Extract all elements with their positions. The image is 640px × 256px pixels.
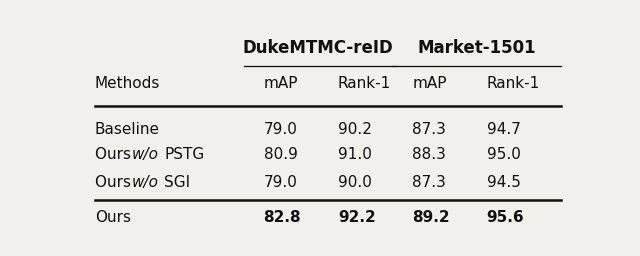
Text: 87.3: 87.3 — [412, 175, 446, 190]
Text: 79.0: 79.0 — [264, 175, 298, 190]
Text: 90.2: 90.2 — [338, 122, 372, 137]
Text: Ours: Ours — [95, 210, 131, 226]
Text: Ours: Ours — [95, 147, 136, 162]
Text: 94.5: 94.5 — [486, 175, 520, 190]
Text: DukeMTMC-reID: DukeMTMC-reID — [243, 39, 394, 57]
Text: 92.2: 92.2 — [338, 210, 376, 226]
Text: Baseline: Baseline — [95, 122, 160, 137]
Text: SGI: SGI — [164, 175, 191, 190]
Text: 95.0: 95.0 — [486, 147, 520, 162]
Text: Ours: Ours — [95, 175, 136, 190]
Text: 80.9: 80.9 — [264, 147, 298, 162]
Text: 87.3: 87.3 — [412, 122, 446, 137]
Text: w/o: w/o — [132, 175, 159, 190]
Text: 79.0: 79.0 — [264, 122, 298, 137]
Text: Rank-1: Rank-1 — [338, 77, 391, 91]
Text: PSTG: PSTG — [164, 147, 205, 162]
Text: 94.7: 94.7 — [486, 122, 520, 137]
Text: 91.0: 91.0 — [338, 147, 372, 162]
Text: mAP: mAP — [412, 77, 447, 91]
Text: 88.3: 88.3 — [412, 147, 446, 162]
Text: Rank-1: Rank-1 — [486, 77, 540, 91]
Text: Market-1501: Market-1501 — [417, 39, 536, 57]
Text: Methods: Methods — [95, 77, 160, 91]
Text: w/o: w/o — [132, 147, 159, 162]
Text: 89.2: 89.2 — [412, 210, 450, 226]
Text: 95.6: 95.6 — [486, 210, 524, 226]
Text: mAP: mAP — [264, 77, 298, 91]
Text: 90.0: 90.0 — [338, 175, 372, 190]
Text: 82.8: 82.8 — [264, 210, 301, 226]
